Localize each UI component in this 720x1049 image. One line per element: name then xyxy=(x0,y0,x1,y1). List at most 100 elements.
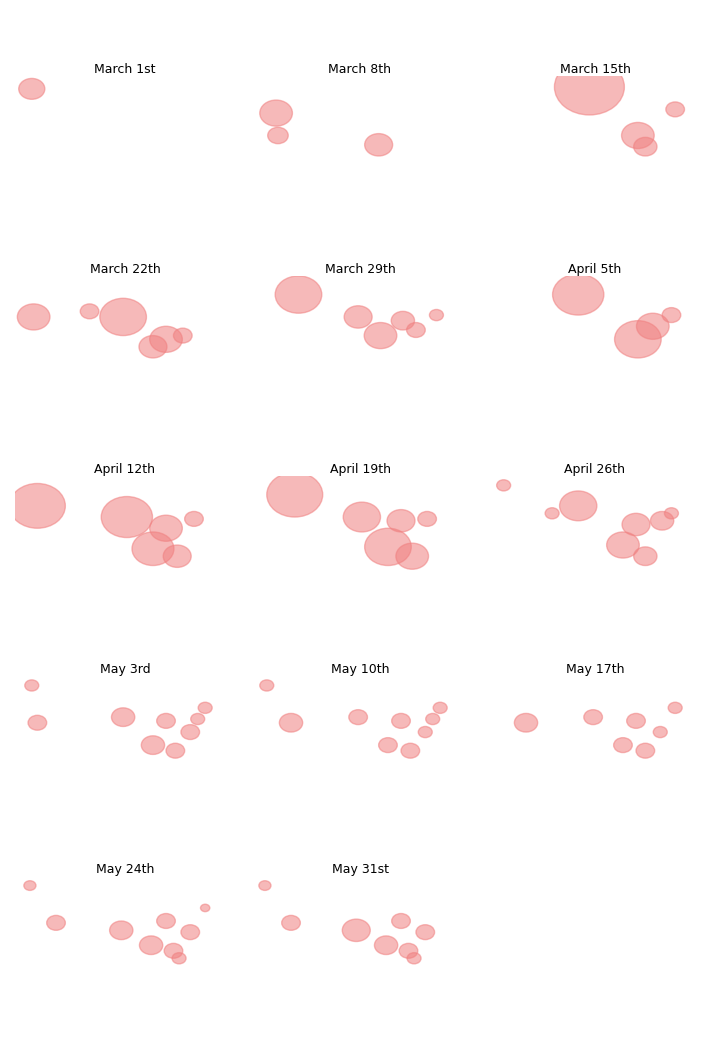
Title: April 26th: April 26th xyxy=(564,463,626,476)
Ellipse shape xyxy=(392,713,410,728)
Ellipse shape xyxy=(140,936,163,955)
Ellipse shape xyxy=(109,921,133,940)
Ellipse shape xyxy=(150,326,182,352)
Ellipse shape xyxy=(622,513,650,536)
Ellipse shape xyxy=(387,510,415,532)
Ellipse shape xyxy=(364,529,411,565)
Ellipse shape xyxy=(636,744,654,758)
Ellipse shape xyxy=(407,952,421,964)
Ellipse shape xyxy=(166,744,184,758)
Ellipse shape xyxy=(259,881,271,891)
Ellipse shape xyxy=(19,79,45,100)
Ellipse shape xyxy=(666,102,685,116)
Ellipse shape xyxy=(181,725,199,740)
Ellipse shape xyxy=(407,322,426,338)
Ellipse shape xyxy=(80,304,99,319)
Ellipse shape xyxy=(621,123,654,149)
Ellipse shape xyxy=(615,321,661,358)
Ellipse shape xyxy=(626,713,645,728)
Ellipse shape xyxy=(418,512,436,527)
Ellipse shape xyxy=(636,314,669,339)
Ellipse shape xyxy=(157,713,176,728)
Ellipse shape xyxy=(342,919,370,942)
Ellipse shape xyxy=(343,502,380,532)
Ellipse shape xyxy=(181,925,199,940)
Ellipse shape xyxy=(102,496,153,537)
Title: May 3rd: May 3rd xyxy=(99,663,150,677)
Ellipse shape xyxy=(172,952,186,964)
Ellipse shape xyxy=(275,276,322,314)
Ellipse shape xyxy=(662,307,681,322)
Title: May 31st: May 31st xyxy=(331,863,389,876)
Ellipse shape xyxy=(607,532,639,558)
Ellipse shape xyxy=(559,491,597,520)
Ellipse shape xyxy=(433,702,447,713)
Ellipse shape xyxy=(584,710,603,725)
Ellipse shape xyxy=(112,708,135,727)
Ellipse shape xyxy=(267,472,323,517)
Ellipse shape xyxy=(665,508,678,519)
Ellipse shape xyxy=(279,713,302,732)
Ellipse shape xyxy=(174,328,192,343)
Ellipse shape xyxy=(653,727,667,737)
Ellipse shape xyxy=(426,713,440,725)
Ellipse shape xyxy=(17,304,50,330)
Ellipse shape xyxy=(613,737,632,752)
Ellipse shape xyxy=(668,702,682,713)
Title: April 19th: April 19th xyxy=(330,463,390,476)
Title: April 5th: April 5th xyxy=(568,263,621,276)
Ellipse shape xyxy=(399,943,418,959)
Ellipse shape xyxy=(545,508,559,519)
Ellipse shape xyxy=(392,914,410,928)
Ellipse shape xyxy=(28,715,47,730)
Ellipse shape xyxy=(184,512,203,527)
Ellipse shape xyxy=(634,547,657,565)
Title: May 10th: May 10th xyxy=(330,663,390,677)
Ellipse shape xyxy=(200,904,210,912)
Ellipse shape xyxy=(650,512,674,530)
Title: March 22th: March 22th xyxy=(89,263,161,276)
Ellipse shape xyxy=(260,100,292,126)
Ellipse shape xyxy=(364,322,397,348)
Ellipse shape xyxy=(396,543,428,570)
Title: May 17th: May 17th xyxy=(566,663,624,677)
Ellipse shape xyxy=(348,710,367,725)
Ellipse shape xyxy=(132,532,174,565)
Title: April 12th: April 12th xyxy=(94,463,156,476)
Ellipse shape xyxy=(497,479,510,491)
Title: May 24th: May 24th xyxy=(96,863,154,876)
Ellipse shape xyxy=(164,943,183,959)
Ellipse shape xyxy=(374,936,397,955)
Ellipse shape xyxy=(552,274,604,315)
Ellipse shape xyxy=(418,727,432,737)
Title: March 8th: March 8th xyxy=(328,63,392,76)
Ellipse shape xyxy=(379,737,397,752)
Ellipse shape xyxy=(282,916,300,930)
Ellipse shape xyxy=(163,545,192,568)
Title: March 29th: March 29th xyxy=(325,263,395,276)
Ellipse shape xyxy=(191,713,204,725)
Ellipse shape xyxy=(260,680,274,691)
Ellipse shape xyxy=(514,713,538,732)
Ellipse shape xyxy=(401,744,420,758)
Ellipse shape xyxy=(634,137,657,156)
Ellipse shape xyxy=(429,309,444,321)
Ellipse shape xyxy=(157,914,176,928)
Ellipse shape xyxy=(344,305,372,328)
Ellipse shape xyxy=(198,702,212,713)
Title: March 15th: March 15th xyxy=(559,63,631,76)
Ellipse shape xyxy=(9,484,66,529)
Ellipse shape xyxy=(100,298,146,336)
Ellipse shape xyxy=(141,735,165,754)
Ellipse shape xyxy=(268,127,288,144)
Ellipse shape xyxy=(24,881,36,891)
Ellipse shape xyxy=(24,680,39,691)
Ellipse shape xyxy=(47,916,66,930)
Ellipse shape xyxy=(391,312,415,330)
Title: March 1st: March 1st xyxy=(94,63,156,76)
Ellipse shape xyxy=(150,515,182,541)
Ellipse shape xyxy=(416,925,435,940)
Ellipse shape xyxy=(364,133,392,156)
Ellipse shape xyxy=(139,336,167,358)
Ellipse shape xyxy=(554,59,624,115)
